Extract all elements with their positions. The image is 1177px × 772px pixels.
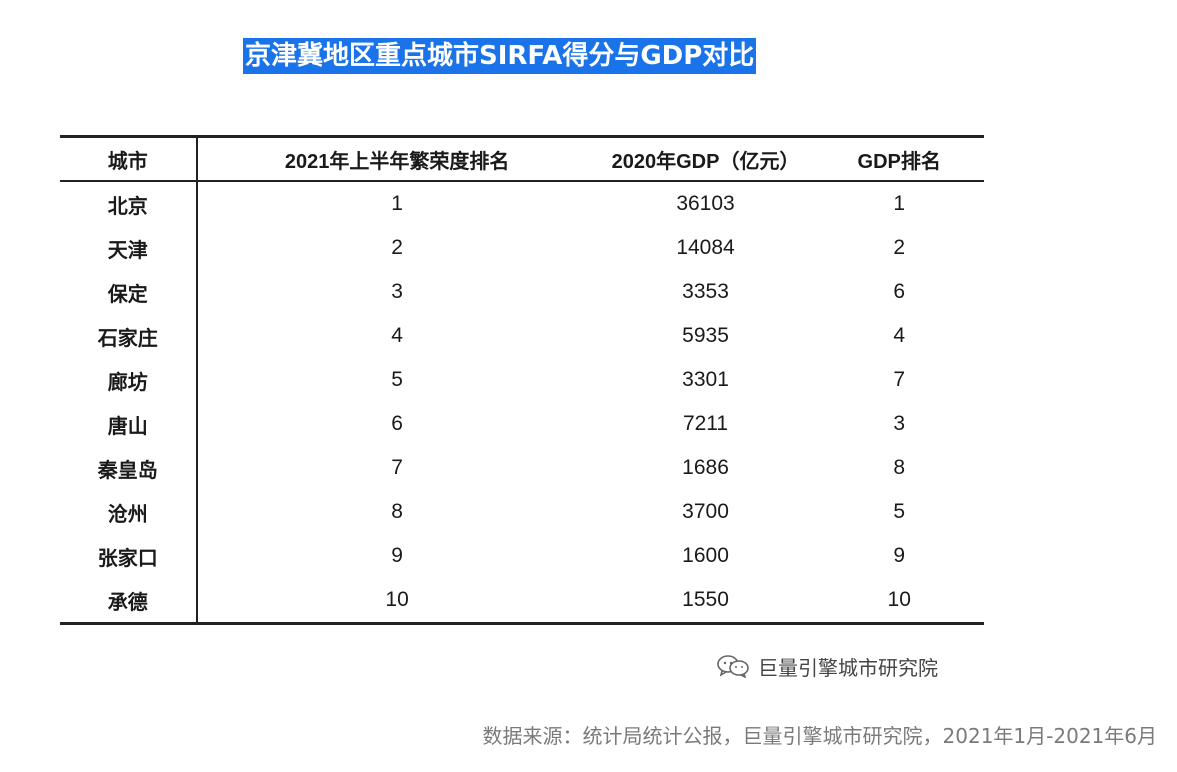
cell-gdp: 3353: [682, 280, 729, 303]
data-table: 城市 2021年上半年繁荣度排名 2020年GDP（亿元） GDP排名 北京 1 3…: [60, 135, 984, 625]
cell-gdp-rank: 5: [893, 500, 906, 523]
table-row: 沧州 8 3700 5: [60, 490, 984, 534]
page-title: 京津冀地区重点城市SIRFA得分与GDP对比: [243, 38, 757, 74]
cell-city: 承德: [60, 578, 198, 624]
cell-prosperity-rank: 9: [391, 544, 403, 567]
cell-city: 廊坊: [60, 358, 198, 402]
watermark-text: 巨量引擎城市研究院: [758, 655, 938, 680]
cell-prosperity-rank: 7: [391, 456, 403, 479]
ranking-table: 城市 2021年上半年繁荣度排名 2020年GDP（亿元） GDP排名 北京 1 3…: [60, 135, 984, 625]
header-gdp-rank: GDP排名: [857, 150, 941, 173]
table-row: 石家庄 4 5935 4: [60, 314, 984, 358]
cell-prosperity-rank: 2: [391, 236, 403, 259]
cell-gdp-rank: 9: [893, 544, 906, 567]
table-row: 北京 1 36103 1: [60, 181, 984, 226]
cell-gdp: 14084: [676, 236, 735, 259]
cell-city: 张家口: [60, 534, 198, 578]
cell-gdp: 36103: [676, 192, 735, 215]
cell-gdp-rank: 6: [893, 280, 906, 303]
table-header-row: 城市 2021年上半年繁荣度排名 2020年GDP（亿元） GDP排名: [60, 136, 984, 181]
data-source-note: 数据来源：统计局统计公报，巨量引擎城市研究院，2021年1月-2021年6月: [482, 724, 1157, 748]
wechat-icon: [717, 655, 749, 678]
cell-prosperity-rank: 3: [391, 280, 403, 303]
cell-gdp-rank: 4: [893, 324, 906, 347]
header-prosperity-rank: 2021年上半年繁荣度排名: [284, 150, 510, 173]
cell-gdp-rank: 1: [893, 192, 906, 215]
cell-gdp: 1550: [682, 588, 729, 611]
table-row: 天津 2 14084 2: [60, 226, 984, 270]
cell-gdp: 1686: [682, 456, 729, 479]
cell-gdp-rank: 10: [887, 588, 911, 611]
cell-prosperity-rank: 1: [391, 192, 403, 215]
cell-city: 保定: [60, 270, 198, 314]
cell-gdp-rank: 7: [893, 368, 906, 391]
cell-city: 唐山: [60, 402, 198, 446]
cell-gdp-rank: 8: [893, 456, 906, 479]
cell-prosperity-rank: 6: [391, 412, 403, 435]
table-body: 北京 1 36103 1 天津 2 14084 2 保定 3 3353 6 石家庄 4 5935 4 廊坊 5 33…: [60, 181, 984, 624]
table-row: 承德 10 1550 10: [60, 578, 984, 624]
cell-city: 石家庄: [60, 314, 198, 358]
table-row: 秦皇岛 7 1686 8: [60, 446, 984, 490]
cell-gdp: 3301: [682, 368, 729, 391]
header-gdp: 2020年GDP（亿元）: [611, 150, 800, 173]
cell-prosperity-rank: 8: [391, 500, 403, 523]
cell-gdp-rank: 2: [893, 236, 906, 259]
cell-city: 天津: [60, 226, 198, 270]
cell-gdp: 5935: [682, 324, 729, 347]
cell-gdp-rank: 3: [893, 412, 906, 435]
table-row: 保定 3 3353 6: [60, 270, 984, 314]
table-row: 廊坊 5 3301 7: [60, 358, 984, 402]
cell-gdp: 1600: [682, 544, 729, 567]
cell-prosperity-rank: 5: [391, 368, 403, 391]
cell-city: 北京: [60, 181, 198, 226]
table-row: 唐山 6 7211 3: [60, 402, 984, 446]
header-city: 城市: [60, 136, 198, 181]
watermark: 巨量引擎城市研究院: [716, 652, 938, 680]
cell-gdp: 7211: [682, 412, 729, 435]
cell-prosperity-rank: 10: [385, 588, 409, 611]
cell-city: 秦皇岛: [60, 446, 198, 490]
cell-city: 沧州: [60, 490, 198, 534]
cell-gdp: 3700: [682, 500, 729, 523]
table-row: 张家口 9 1600 9: [60, 534, 984, 578]
cell-prosperity-rank: 4: [391, 324, 403, 347]
